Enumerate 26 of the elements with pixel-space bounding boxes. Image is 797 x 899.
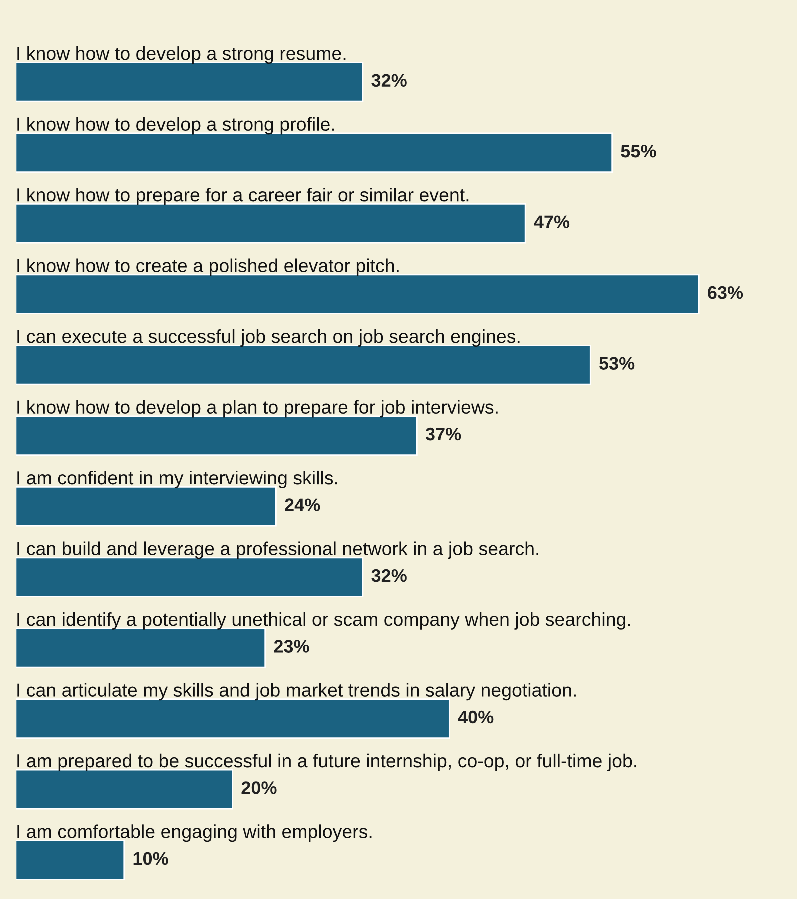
y-tick-label: I know how to develop a plan to prepare for job interviews. — [18, 400, 498, 418]
y-tick-label: I can identify a potentially unethical or scam company when job searching. — [18, 612, 630, 630]
data-label: 10% — [134, 852, 168, 866]
bar — [16, 62, 364, 102]
y-tick-label: I know how to develop a strong profile. — [18, 117, 334, 135]
data-label: 37% — [426, 428, 462, 441]
data-label: 23% — [274, 640, 310, 653]
data-label: 53% — [600, 357, 635, 370]
y-tick-label: I am confident in my interviewing skills. — [18, 470, 338, 488]
y-tick-label: I know how to create a polished elevator pitch. — [18, 258, 399, 276]
data-label: 32% — [372, 569, 407, 582]
data-label: 47% — [534, 216, 570, 228]
y-tick-label: I am prepared to be successful in a future internship, co-op, or full-time job. — [18, 754, 636, 772]
y-tick-label: I know how to prepare for a career fair or similar event. — [18, 188, 469, 206]
data-label: 20% — [242, 782, 277, 794]
y-tick-label: I can execute a successful job search on job search engines. — [18, 329, 520, 347]
y-tick-label: I know how to develop a strong resume. — [18, 46, 346, 64]
data-label: 32% — [372, 74, 407, 88]
y-tick-label: I can articulate my skills and job market trends in salary negotiation. — [18, 683, 576, 701]
data-label: 63% — [708, 286, 744, 300]
y-tick-label: I can build and leverage a professional network in a job search. — [18, 542, 539, 560]
data-label: 24% — [285, 498, 320, 512]
data-label: 40% — [458, 710, 494, 724]
y-tick-label: I am comfortable engaging with employers. — [18, 824, 372, 842]
data-label: 55% — [621, 144, 656, 158]
bar — [16, 840, 126, 880]
